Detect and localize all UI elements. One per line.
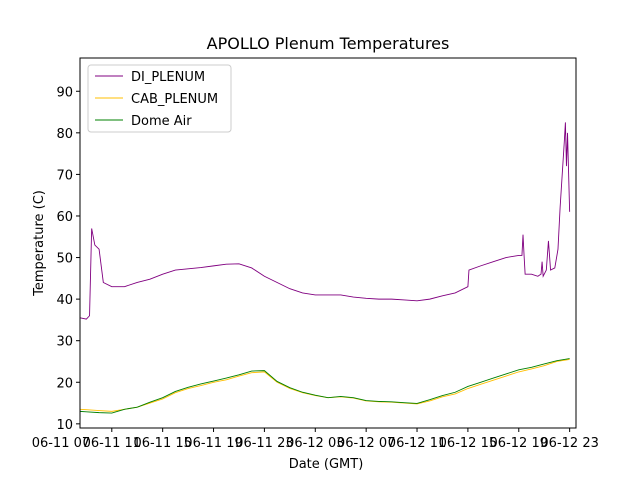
series-line-di-plenum — [79, 122, 571, 320]
x-tick-label: 06-11 19 — [184, 436, 242, 451]
x-tick-label: 06-11 23 — [235, 436, 293, 451]
x-axis-label: Date (GMT) — [289, 457, 364, 472]
y-tick-label: 10 — [56, 418, 73, 433]
x-tick-label: 06-11 11 — [83, 436, 141, 451]
y-tick-label: 20 — [56, 376, 73, 391]
y-tick-label: 30 — [56, 335, 73, 350]
legend-label: Dome Air — [131, 114, 192, 129]
legend-label: DI_PLENUM — [131, 70, 205, 85]
x-tick-label: 06-11 15 — [133, 436, 191, 451]
x-tick-label: 06-12 15 — [439, 436, 497, 451]
x-tick-label: 06-12 03 — [286, 436, 344, 451]
y-tick-label: 40 — [56, 293, 73, 308]
series-layer — [79, 122, 571, 414]
y-tick-label: 60 — [56, 210, 73, 225]
x-tick-label: 06-11 07 — [32, 436, 90, 451]
legend: DI_PLENUM CAB_PLENUM Dome Air — [87, 64, 232, 133]
x-tick-label: 06-12 23 — [540, 436, 598, 451]
y-tick-label: 80 — [56, 127, 73, 142]
y-tick-label: 90 — [56, 85, 73, 100]
legend-label: CAB_PLENUM — [131, 92, 218, 107]
plot-frame — [79, 57, 577, 429]
series-line-cab-plenum — [79, 358, 570, 412]
y-axis-label: Temperature (C) — [32, 190, 47, 297]
x-tick-label: 06-12 19 — [490, 436, 548, 451]
legend-box — [87, 64, 232, 133]
chart-title: APOLLO Plenum Temperatures — [207, 34, 450, 53]
x-tick-label: 06-12 11 — [388, 436, 446, 451]
y-tick-label: 50 — [56, 252, 73, 267]
x-tick-label: 06-12 07 — [337, 436, 395, 451]
series-line-dome-air — [79, 358, 570, 414]
y-tick-label: 70 — [56, 168, 73, 183]
y-axis: 10 20 30 40 50 60 70 80 90 — [56, 85, 80, 433]
